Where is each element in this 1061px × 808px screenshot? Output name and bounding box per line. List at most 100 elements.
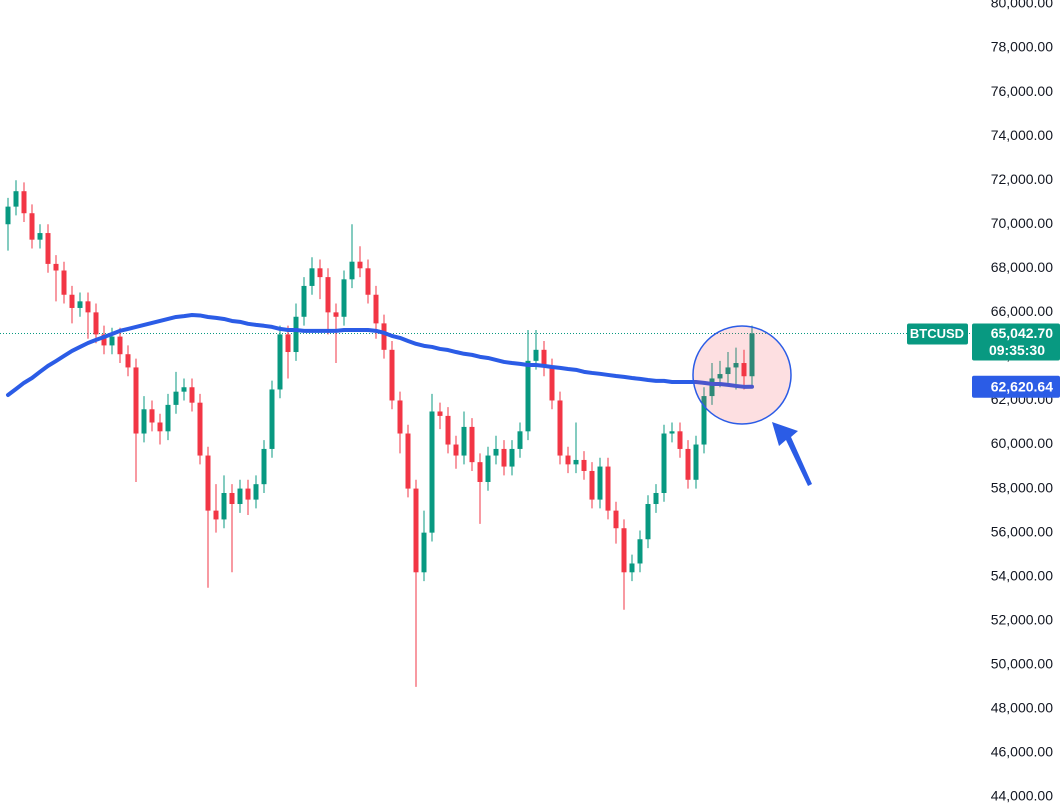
- annotation-arrow: [772, 422, 812, 486]
- candle-body: [741, 363, 747, 377]
- y-tick-label: 78,000.00: [991, 39, 1053, 55]
- candle-body: [597, 466, 603, 500]
- highlight-circle: [692, 325, 792, 425]
- y-tick-label: 72,000.00: [991, 171, 1053, 187]
- symbol-tag: [907, 323, 968, 345]
- y-tick-label: 60,000.00: [991, 435, 1053, 451]
- candle-body: [365, 268, 371, 295]
- candle-body: [389, 349, 395, 401]
- candle-body: [93, 312, 99, 335]
- candle-body: [461, 426, 467, 456]
- candle-body: [253, 484, 259, 500]
- candle-body: [69, 294, 75, 308]
- y-tick-label: 76,000.00: [991, 83, 1053, 99]
- price-label: 65,042.70: [991, 325, 1053, 341]
- candle-body: [125, 354, 131, 368]
- candle-body: [373, 294, 379, 324]
- candle-body: [525, 360, 531, 432]
- candle-body: [645, 504, 651, 540]
- candle-body: [565, 455, 571, 465]
- candle-body: [509, 448, 515, 467]
- candle-body: [21, 191, 27, 214]
- candle-body: [109, 336, 115, 346]
- candle-body: [293, 316, 299, 353]
- candle-body: [397, 400, 403, 434]
- candle-body: [677, 431, 683, 449]
- candle-body: [621, 528, 627, 573]
- candle-body: [701, 396, 707, 445]
- price-tag: [972, 323, 1060, 361]
- candle-body: [437, 411, 443, 416]
- candle-body: [37, 233, 43, 240]
- ma-tag: [972, 375, 1060, 398]
- y-tick-label: 50,000.00: [991, 656, 1053, 672]
- candle-body: [429, 411, 435, 533]
- candle-body: [693, 444, 699, 480]
- candle-body: [421, 532, 427, 573]
- candle-body: [317, 268, 323, 278]
- countdown-label: 09:35:30: [989, 342, 1045, 358]
- candle-body: [269, 389, 275, 449]
- y-tick-label: 52,000.00: [991, 611, 1053, 627]
- candle-body: [717, 374, 723, 379]
- candle-body: [301, 285, 307, 317]
- candle-body: [661, 433, 667, 493]
- candle-body: [749, 333, 755, 377]
- candle-body: [413, 488, 419, 573]
- candle-body: [309, 268, 315, 286]
- candle-body: [325, 277, 331, 313]
- candle-body: [453, 444, 459, 456]
- candle-body: [149, 409, 155, 423]
- y-tick-label: 66,000.00: [991, 303, 1053, 319]
- candle-body: [85, 301, 91, 313]
- candle-body: [45, 233, 51, 264]
- candle-body: [485, 455, 491, 482]
- candle-body: [549, 367, 555, 401]
- y-tick-label: 68,000.00: [991, 259, 1053, 275]
- candle-body: [189, 387, 195, 403]
- candle-body: [709, 378, 715, 397]
- candle-body: [181, 387, 187, 392]
- candle-body: [517, 431, 523, 449]
- candle-body: [261, 448, 267, 485]
- candle-body: [197, 402, 203, 456]
- candle-body: [5, 206, 11, 225]
- candle-body: [117, 336, 123, 355]
- candle-body: [669, 431, 675, 434]
- symbol-label: BTCUSD: [910, 326, 964, 341]
- candle-body: [349, 261, 355, 280]
- candle-body: [469, 426, 475, 463]
- y-tick-label: 70,000.00: [991, 215, 1053, 231]
- candle-body: [101, 334, 107, 346]
- candle-body: [77, 301, 83, 308]
- candle-body: [653, 492, 659, 505]
- candle-body: [13, 191, 19, 207]
- candle-body: [557, 400, 563, 456]
- y-tick-label: 74,000.00: [991, 127, 1053, 143]
- candle-body: [501, 448, 507, 467]
- candle-body: [573, 459, 579, 465]
- candle-body: [541, 349, 547, 368]
- candle-body: [53, 263, 59, 271]
- candle-body: [685, 448, 691, 480]
- candle-body: [133, 367, 139, 434]
- candle-body: [285, 334, 291, 353]
- candle-body: [405, 433, 411, 489]
- moving-average: [6, 313, 754, 397]
- candle-body: [637, 539, 643, 564]
- candle-body: [213, 510, 219, 520]
- y-tick-label: 58,000.00: [991, 479, 1053, 495]
- candle-body: [493, 448, 499, 456]
- candle-body: [157, 422, 163, 432]
- candle-body: [205, 455, 211, 511]
- candle-body: [381, 323, 387, 350]
- candle-body: [605, 466, 611, 511]
- y-tick-label: 48,000.00: [991, 700, 1053, 716]
- candle-body: [581, 459, 587, 471]
- candle-body: [237, 488, 243, 505]
- candle-body: [613, 510, 619, 529]
- candle-body: [165, 404, 171, 432]
- candle-body: [141, 409, 147, 434]
- candle-body: [333, 312, 339, 317]
- candle-body: [245, 488, 251, 500]
